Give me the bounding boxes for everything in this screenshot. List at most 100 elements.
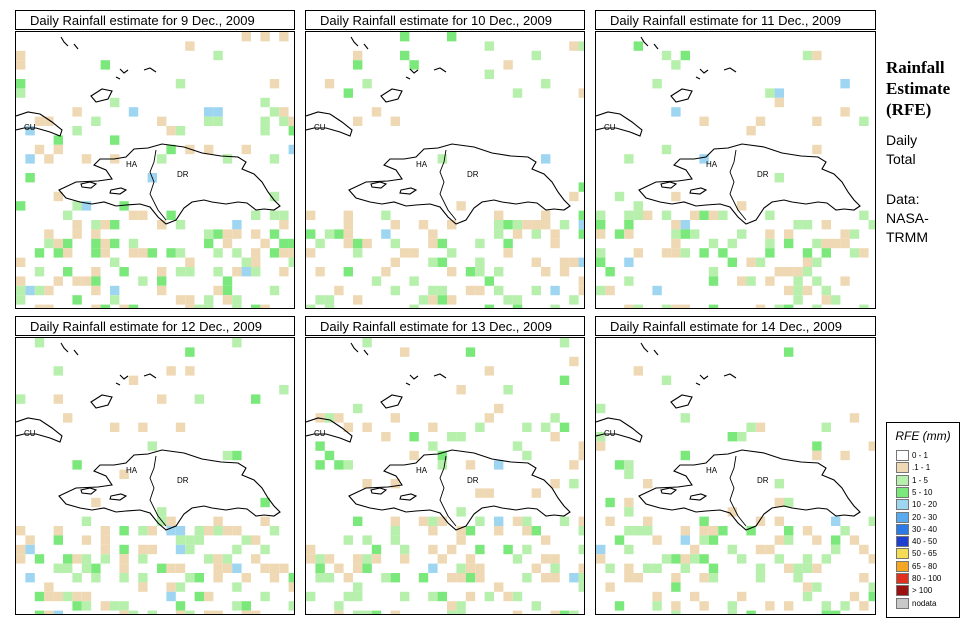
rainfall-cell (72, 107, 82, 117)
rainfall-cell (484, 304, 494, 308)
rainfall-cell (569, 41, 579, 51)
rainfall-cell (503, 591, 513, 602)
rainfall-cell (512, 88, 523, 98)
rainfall-cell (324, 229, 335, 239)
great-inagua-outline (380, 88, 403, 103)
panel-title-dec-11: Daily Rainfall estimate for 11 Dec., 200… (595, 10, 876, 30)
rainfall-cell (157, 116, 167, 126)
rainfall-cell (72, 573, 82, 583)
rainfall-cell (812, 50, 822, 61)
rainfall-cell (362, 479, 372, 489)
rainfall-cell (494, 229, 504, 239)
rainfall-cell (447, 267, 457, 277)
rainfall-cell (119, 554, 129, 564)
rainfall-cell (25, 535, 35, 545)
rainfall-cell (213, 50, 223, 61)
rainfall-cell (690, 210, 700, 220)
rainfall-cell (690, 544, 700, 555)
rainfall-cell (503, 238, 513, 249)
country-label-cuba: CU (24, 123, 36, 132)
rainfall-cell (494, 267, 504, 277)
rainfall-cell (119, 573, 129, 583)
rainfall-cell (849, 413, 860, 423)
panel-title-dec-10: Daily Rainfall estimate for 10 Dec., 200… (305, 10, 585, 30)
rainfall-cell (484, 41, 494, 51)
lake-outline (689, 187, 708, 195)
rainfall-cell (849, 535, 860, 545)
bahamas-coastline (433, 373, 447, 379)
rainfall-cell (260, 516, 270, 526)
rainfall-cell (81, 516, 92, 526)
rainfall-cell (428, 544, 438, 555)
bahamas-coastline (653, 43, 659, 50)
rainfall-cell (34, 591, 45, 602)
rainfall-cell (204, 116, 214, 126)
rainfall-cell (34, 338, 45, 348)
rainfall-cell (624, 469, 634, 479)
bahamas-coastline (433, 67, 447, 73)
rainfall-cell (578, 450, 584, 461)
rainfall-cell (531, 257, 541, 267)
rainfall-cell (232, 582, 242, 592)
rainfall-cell (222, 295, 233, 305)
rainfall-cell (708, 563, 719, 573)
rainfall-cell (400, 248, 410, 258)
rainfall-cell (72, 201, 82, 211)
rainfall-cell (494, 460, 504, 470)
rainfall-cell (400, 50, 410, 61)
rainfall-cell (793, 573, 803, 583)
rainfall-cell (260, 563, 270, 573)
rainfall-cell (849, 248, 860, 258)
rainfall-cell (821, 285, 831, 296)
rainfall-cell (578, 88, 584, 98)
rainfall-cell (727, 544, 737, 555)
rainfall-cell (624, 526, 634, 536)
rainfall-cell (119, 601, 129, 611)
rainfall-cell (288, 248, 294, 258)
rainfall-cell (755, 422, 766, 432)
country-label-dr: DR (467, 476, 479, 485)
rainfall-cell (784, 267, 794, 277)
map-canvas: CU HA DR (16, 32, 294, 308)
rainfall-cell (63, 591, 73, 602)
rainfall-cell (371, 544, 382, 555)
rainfall-cell (690, 229, 700, 239)
rainfall-cell (288, 238, 294, 249)
rainfall-cell (765, 88, 775, 98)
rainfall-cell (213, 116, 223, 126)
rainfall-cell (53, 591, 63, 602)
rainfall-cell (110, 220, 120, 230)
rainfall-cell (232, 304, 242, 308)
rainfall-cell (802, 591, 813, 602)
rainfall-cell (437, 238, 447, 249)
rainfall-cell (353, 582, 363, 592)
rainfall-cell (400, 554, 410, 564)
rainfall-cell (559, 257, 570, 267)
rainfall-cell (802, 285, 813, 296)
rainfall-cell (680, 304, 690, 308)
rainfall-cell (138, 526, 148, 536)
rainfall-cell (690, 591, 700, 602)
rainfall-cell (232, 295, 242, 305)
rainfall-cell (737, 554, 747, 564)
rainfall-cell (569, 191, 579, 202)
rainfall-cell (269, 107, 280, 117)
rainfall-cell (755, 516, 766, 526)
rainfall-cell (110, 257, 120, 267)
rainfall-cell (362, 79, 372, 89)
rainfall-cell (343, 220, 353, 230)
rainfall-cell (868, 582, 875, 592)
rainfall-cell (475, 488, 485, 498)
rainfall-cell (465, 285, 476, 296)
rainfall-cell (661, 248, 672, 258)
rainfall-cell (353, 116, 363, 126)
rainfall-cell (128, 304, 139, 308)
rainfall-cell (456, 535, 466, 545)
rainfall-cell (447, 295, 457, 305)
rainfall-cell (484, 276, 494, 286)
rainfall-cell (765, 601, 775, 611)
rainfall-cell (157, 220, 167, 230)
bahamas-coastline (363, 349, 369, 356)
rainfall-cell (204, 238, 214, 249)
rainfall-cell (166, 366, 176, 376)
